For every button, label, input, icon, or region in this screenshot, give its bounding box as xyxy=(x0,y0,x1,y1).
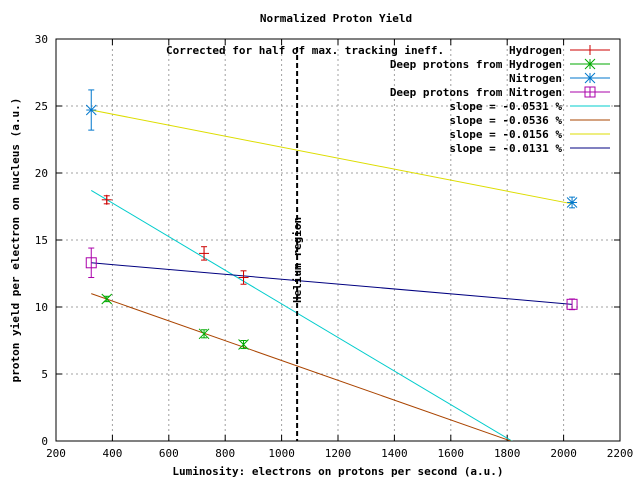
x-axis-label: Luminosity: electrons on protons per sec… xyxy=(172,465,503,478)
series-group xyxy=(85,247,578,311)
series-group xyxy=(101,194,249,285)
legend-label: slope = -0.0531 % xyxy=(449,100,562,113)
fit-line xyxy=(91,262,573,305)
legend-label: Deep protons from Nitrogen xyxy=(390,86,562,99)
axes: 200 400 600 800 1000 1200 1400 1600 1800 2000 2200… xyxy=(35,33,634,460)
legend-label: slope = -0.0156 % xyxy=(449,128,562,141)
x-tick-label: 400 xyxy=(102,447,122,460)
square-marker xyxy=(85,257,97,269)
legend-label: slope = -0.0536 % xyxy=(449,114,562,127)
x-tick-label: 1000 xyxy=(268,447,295,460)
x-tick-label: 2000 xyxy=(550,447,577,460)
data-series xyxy=(85,89,578,350)
cross-marker-b xyxy=(238,339,249,350)
legend-label: Deep protons from Hydrogen xyxy=(390,58,562,71)
x-tick-label: 1400 xyxy=(381,447,408,460)
y-tick-label: 30 xyxy=(35,33,48,46)
x-tick-label: 600 xyxy=(159,447,179,460)
fit-lines xyxy=(90,109,573,441)
series-group xyxy=(85,89,578,209)
cross-marker-b xyxy=(101,293,113,305)
x-tick-label: 2200 xyxy=(607,447,634,460)
legend-label: Hydrogen xyxy=(509,44,562,57)
fit-line xyxy=(91,109,573,205)
cross-marker-b xyxy=(198,328,210,340)
star-marker-b xyxy=(566,197,578,208)
y-tick-label: 15 xyxy=(35,234,48,247)
fit-line xyxy=(91,293,513,441)
star-marker-b xyxy=(584,72,596,84)
helium-region-label: Helium region xyxy=(291,217,304,303)
fit-line xyxy=(90,189,513,441)
x-tick-label: 1800 xyxy=(494,447,521,460)
correction-annotation: Corrected for half of max. tracking inef… xyxy=(166,44,444,57)
x-tick-label: 200 xyxy=(46,447,66,460)
legend-label: Nitrogen xyxy=(509,72,562,85)
star-marker-b xyxy=(85,104,97,116)
y-tick-label: 25 xyxy=(35,100,48,113)
series-group xyxy=(101,293,249,350)
y-tick-label: 0 xyxy=(41,435,48,448)
y-tick-label: 20 xyxy=(35,167,48,180)
square-marker xyxy=(584,86,596,98)
cross-marker-b xyxy=(584,58,596,70)
x-tick-label: 1200 xyxy=(325,447,352,460)
x-tick-label: 1600 xyxy=(438,447,465,460)
y-tick-label: 10 xyxy=(35,301,48,314)
legend-label: slope = -0.0131 % xyxy=(449,142,562,155)
y-axis-label: proton yield per electron on nucleus (a.… xyxy=(9,98,22,383)
chart-title: Normalized Proton Yield xyxy=(260,12,412,25)
square-marker xyxy=(566,298,578,310)
y-tick-label: 5 xyxy=(41,368,48,381)
grid-lines xyxy=(56,39,620,441)
x-tick-label: 800 xyxy=(215,447,235,460)
